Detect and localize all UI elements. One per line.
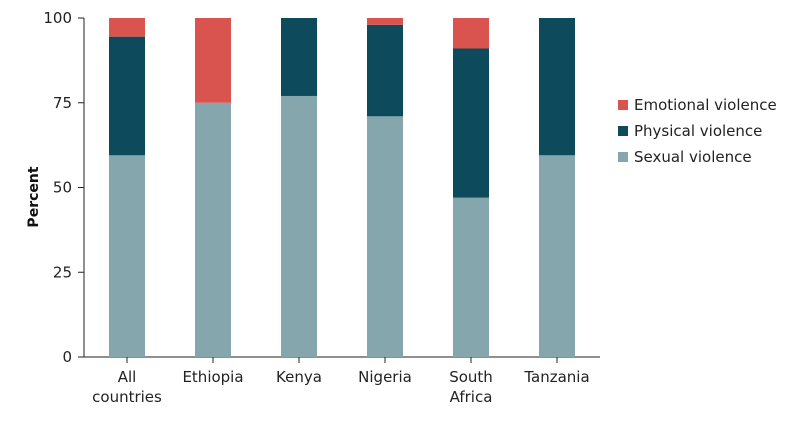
axes — [83, 18, 600, 358]
y-tick-label: 75 — [53, 94, 72, 112]
bar-physical-violence — [539, 18, 575, 156]
bar-physical-violence — [109, 36, 145, 156]
x-tick-label: Ethiopia — [182, 368, 243, 386]
y-tick-label: 50 — [53, 179, 72, 197]
legend-swatch — [618, 152, 628, 162]
bar-emotional-violence — [367, 18, 403, 25]
bar-sexual-violence — [281, 95, 317, 357]
x-tick-label: All — [118, 368, 137, 386]
x-tick-label: South — [449, 368, 493, 386]
bar-sexual-violence — [453, 197, 489, 357]
y-tick-label: 100 — [43, 9, 72, 27]
y-ticks: 0 25 50 75 100 — [43, 9, 84, 366]
bar-sexual-violence — [109, 155, 145, 357]
bar-physical-violence — [453, 48, 489, 198]
bar-sexual-violence — [539, 155, 575, 357]
x-tick-label: Africa — [450, 388, 493, 406]
legend-label: Physical violence — [634, 122, 762, 140]
x-tick-label: countries — [92, 388, 162, 406]
x-tick-label: Tanzania — [523, 368, 589, 386]
y-tick-label: 25 — [53, 263, 72, 281]
category-labels: All countries Ethiopia Kenya Nigeria South Afr… — [92, 357, 590, 406]
bars — [109, 18, 575, 357]
y-tick-label: 0 — [62, 348, 72, 366]
bar-emotional-violence — [453, 18, 489, 49]
bar-physical-violence — [367, 24, 403, 117]
x-tick-label: Nigeria — [358, 368, 412, 386]
bar-physical-violence — [281, 18, 317, 96]
legend: Emotional violence Physical violence Sexua… — [618, 96, 777, 166]
x-tick-label: Kenya — [276, 368, 322, 386]
bar-emotional-violence — [109, 18, 145, 37]
bar-sexual-violence — [367, 116, 403, 357]
bar-sexual-violence — [195, 102, 231, 357]
legend-swatch — [618, 126, 628, 136]
legend-label: Emotional violence — [634, 96, 777, 114]
y-axis-title: Percent — [26, 166, 42, 227]
legend-swatch — [618, 100, 628, 110]
bar-emotional-violence — [195, 18, 231, 103]
legend-label: Sexual violence — [634, 148, 752, 166]
